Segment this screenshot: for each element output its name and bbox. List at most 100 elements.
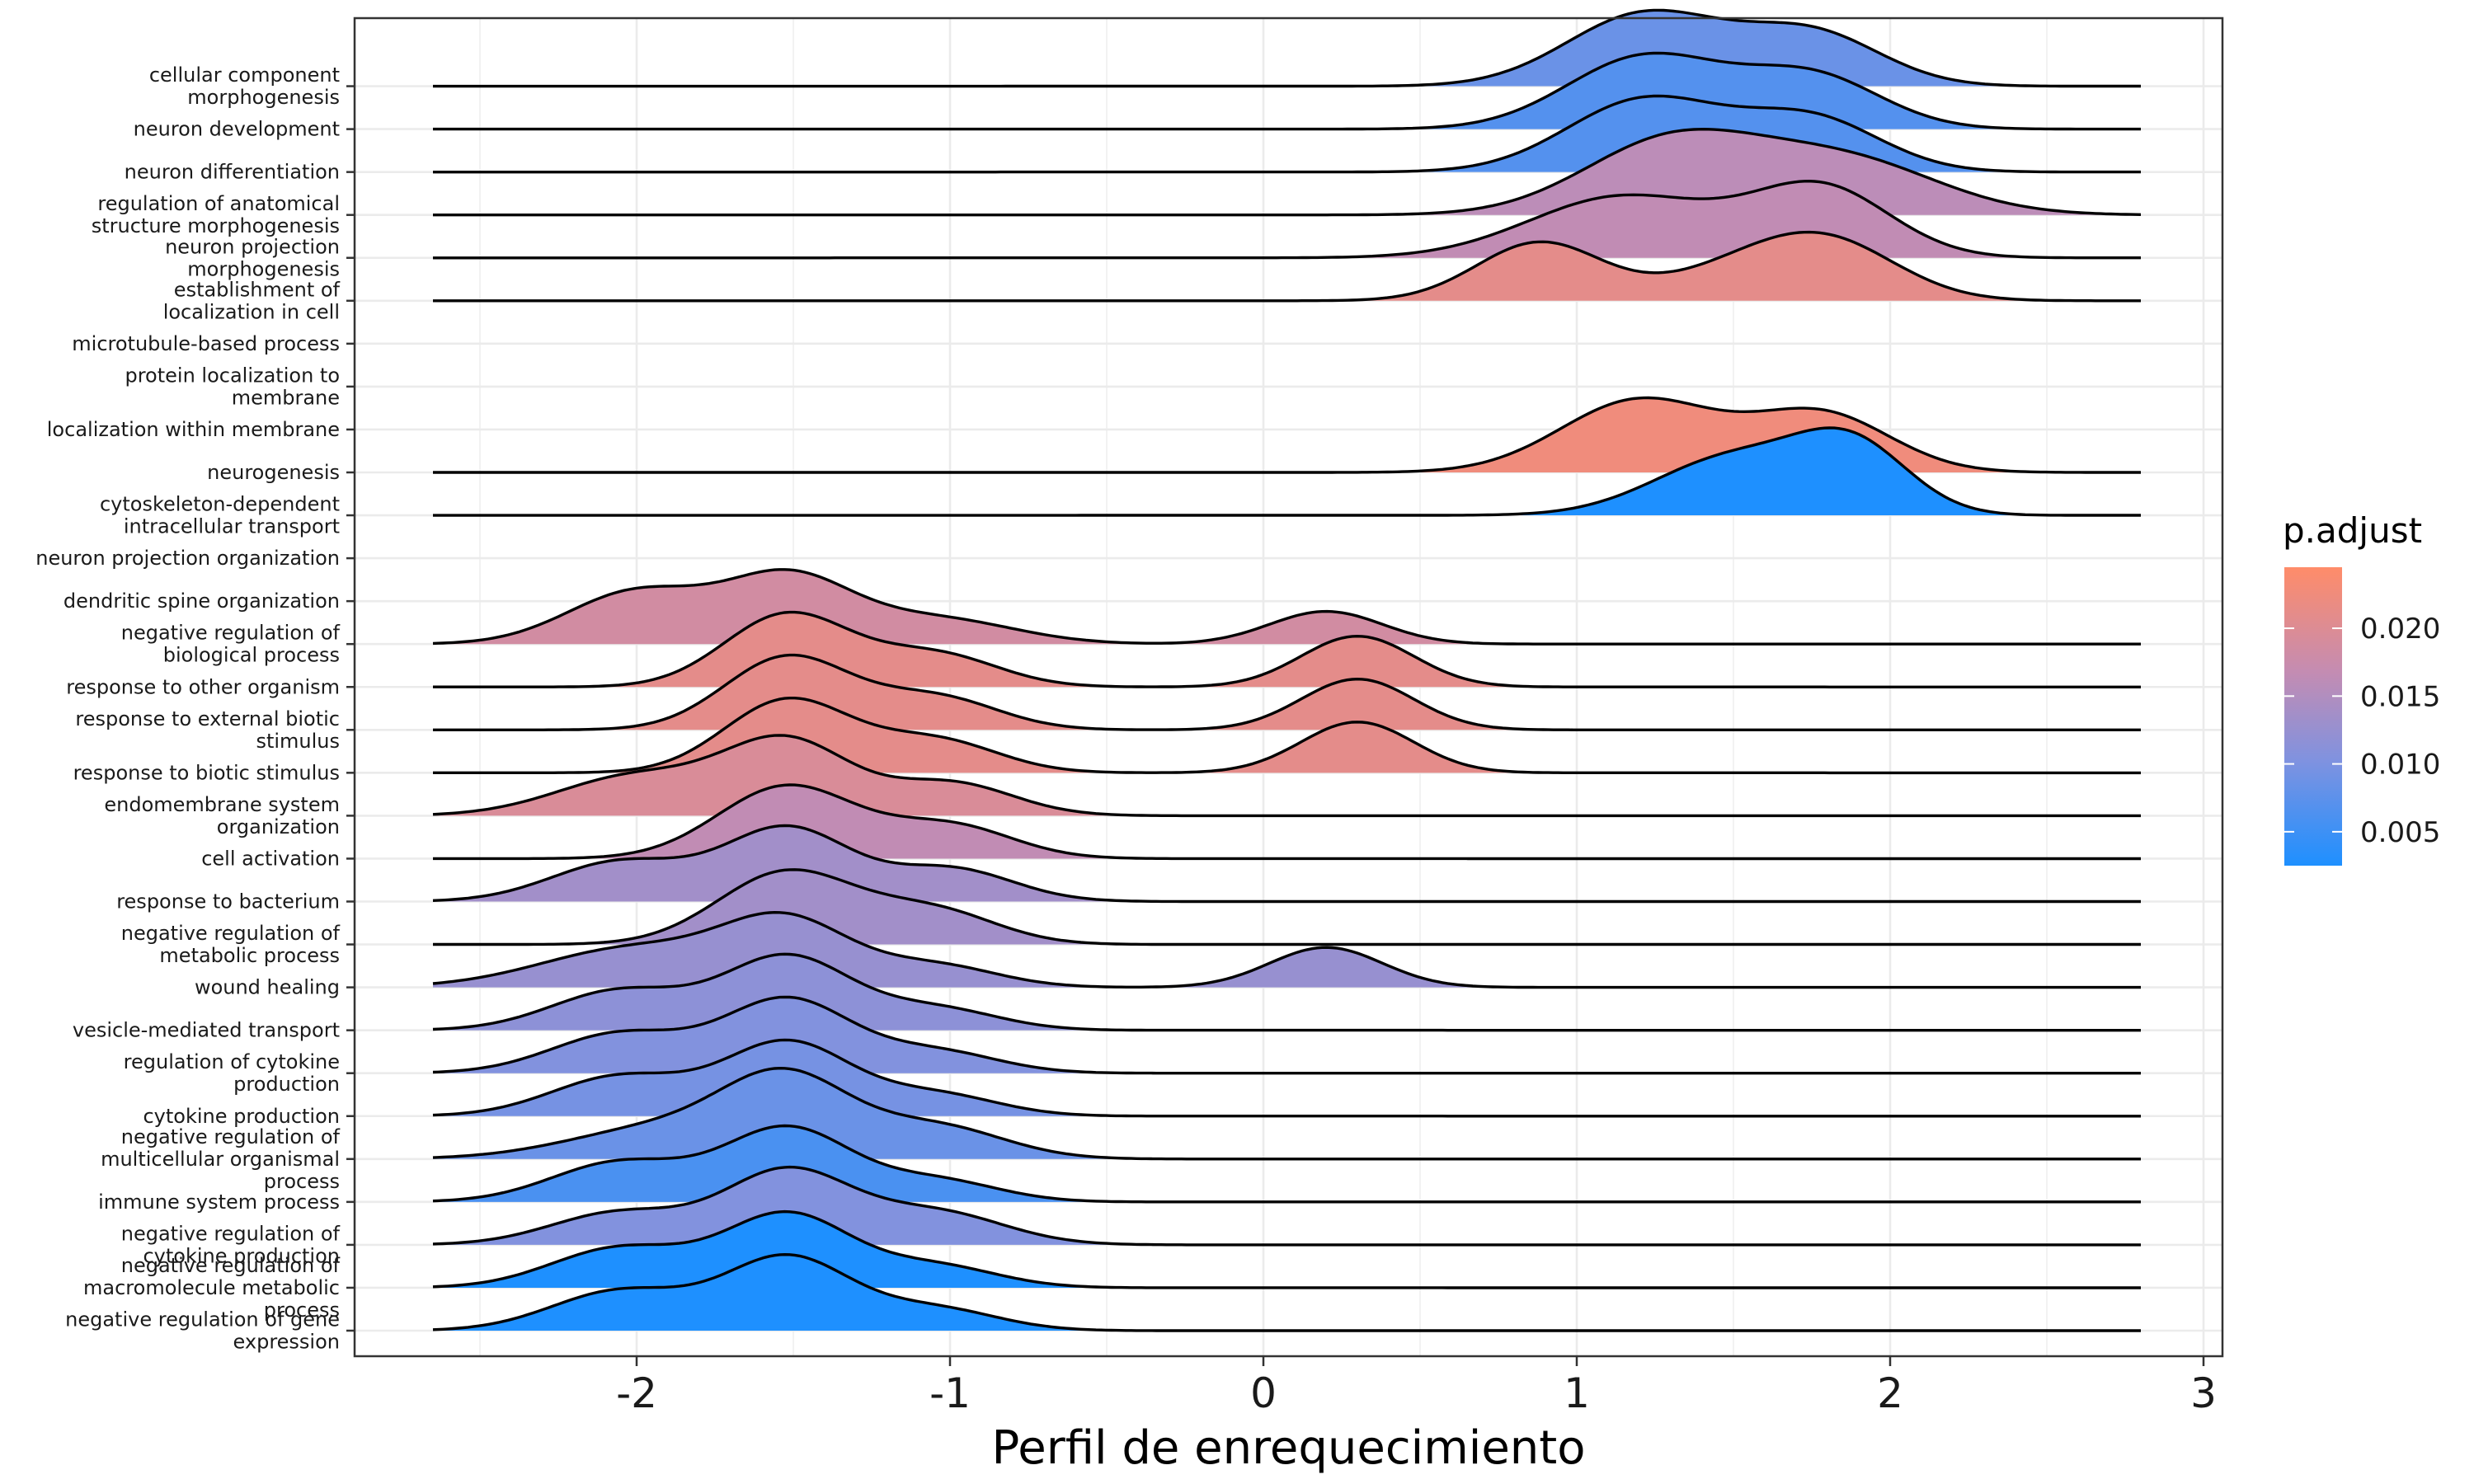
ridge-fill — [433, 697, 2141, 773]
y-axis-label: stimulus — [256, 730, 340, 753]
ridge-fill — [433, 129, 2141, 215]
ridge-outline — [433, 51, 2141, 131]
ridge-fill — [433, 1167, 2141, 1245]
y-axis-label: negative regulation of — [121, 1222, 341, 1245]
y-axis-label: regulation of anatomical — [97, 192, 340, 215]
ridge-fill — [433, 1254, 2141, 1331]
y-axis-label: response to bacterium — [116, 890, 340, 913]
y-axis-label: membrane — [232, 386, 340, 409]
legend-colorbar — [2284, 567, 2342, 866]
ridge-outline — [432, 910, 2141, 989]
ridge-outline — [432, 734, 2141, 818]
y-axis-label: vesicle-mediated transport — [73, 1019, 340, 1042]
ridge-outline — [433, 697, 2141, 775]
ridge-outline — [432, 952, 2141, 1032]
ridge-fill — [433, 954, 2141, 1031]
y-axis-label: microtubule-based process — [72, 332, 340, 355]
legend-tick-label: 0.020 — [2360, 613, 2440, 646]
y-axis-label: production — [233, 1073, 340, 1096]
legend-title: p.adjust — [2283, 510, 2422, 551]
legend: p.adjust 0.020 0.015 0.010 0.005 — [2283, 510, 2440, 866]
x-tick-label: 0 — [1250, 1369, 1277, 1417]
y-axis-label: localization within membrane — [47, 418, 340, 441]
ridge-fill — [433, 232, 2141, 301]
y-axis-label: response to other organism — [66, 675, 340, 698]
ridge-outline — [432, 1066, 2141, 1161]
y-axis-label: expression — [233, 1331, 340, 1354]
ridge-fill — [433, 569, 2141, 645]
ridge-fill — [433, 735, 2141, 816]
ridge-fill — [433, 10, 2141, 87]
y-axis-label: neuron differentiation — [125, 161, 340, 184]
ridge-outline — [433, 426, 2141, 517]
ridge-outline — [433, 179, 2141, 260]
y-axis-label: localization in cell — [163, 300, 340, 323]
y-axis-label: negative regulation of — [121, 1254, 341, 1277]
legend-tick-label: 0.015 — [2360, 680, 2440, 713]
ridge-outline — [432, 1165, 2141, 1247]
y-axis-label: neuron development — [134, 118, 340, 141]
y-axis-label: regulation of cytokine — [124, 1050, 340, 1073]
ridge-fill — [433, 1211, 2141, 1288]
ridge-fill — [433, 1068, 2141, 1159]
x-tick-label: 3 — [2190, 1369, 2217, 1417]
y-axis-label: metabolic process — [159, 944, 340, 967]
x-axis-title: Perfil de enrequecimiento — [992, 1421, 1586, 1475]
y-axis-label: morphogenesis — [187, 257, 340, 280]
ridge-fill — [433, 397, 2141, 472]
legend-ticks: 0.020 0.015 0.010 0.005 — [2284, 613, 2440, 849]
y-axis-label: process — [264, 1298, 340, 1322]
ridge-fill — [433, 181, 2141, 258]
y-axis-label: multicellular organismal — [101, 1148, 340, 1171]
y-axis-label: protein localization to — [125, 364, 340, 387]
legend-tick-label: 0.005 — [2360, 816, 2440, 849]
y-axis-label: process — [264, 1170, 340, 1193]
x-tick-label: 1 — [1564, 1369, 1590, 1417]
y-axis-label: negative regulation of — [121, 622, 341, 645]
ridge-outline — [433, 610, 2141, 688]
y-axis-label: wound healing — [195, 976, 340, 999]
y-axis-label: intracellular transport — [124, 515, 340, 538]
y-axis-label: morphogenesis — [187, 86, 340, 109]
y-axis-label: neuron projection — [165, 235, 340, 258]
ridge-fill — [433, 1040, 2141, 1116]
y-axis-label: dendritic spine organization — [63, 589, 340, 613]
y-axis-label: organization — [217, 815, 340, 838]
ridge-outline — [432, 1252, 2141, 1332]
y-axis-label: immune system process — [98, 1190, 340, 1214]
ridge-outline — [432, 1038, 2141, 1118]
ridge-outline — [432, 568, 2141, 646]
ridge-outline — [433, 8, 2141, 88]
ridges — [432, 8, 2142, 1332]
ridge-fill — [433, 428, 2141, 516]
x-tick-label: -2 — [616, 1369, 657, 1417]
ridge-outline — [433, 94, 2141, 174]
y-axis-label: structure morphogenesis — [92, 214, 340, 237]
ridge-outline — [433, 230, 2141, 303]
y-axis-label: endomembrane system — [104, 793, 340, 816]
y-axis-label: cellular component — [149, 63, 340, 87]
y-axis-label: response to biotic stimulus — [73, 761, 340, 784]
legend-tick-label: 0.010 — [2360, 749, 2440, 782]
ridge-outline — [432, 824, 2141, 904]
ridge-outline — [433, 127, 2142, 217]
ridge-fill — [433, 785, 2141, 859]
ridge-outline — [433, 868, 2141, 946]
ridge-fill — [433, 825, 2141, 902]
y-axis-label: negative regulation of gene — [65, 1308, 340, 1331]
y-axis-label: response to external biotic — [75, 707, 340, 730]
x-tick-label: -1 — [929, 1369, 971, 1417]
ridge-outline — [432, 1124, 2141, 1204]
y-axis-label: cytoskeleton-dependent — [100, 493, 340, 516]
y-axis-label: negative regulation of — [121, 922, 341, 945]
ridge-outline — [432, 995, 2141, 1075]
y-axis-label: negative regulation of — [121, 1125, 341, 1148]
ridge-fill — [433, 612, 2141, 688]
ridge-outline — [432, 1209, 2141, 1289]
ridge-fill — [433, 869, 2141, 945]
y-axis-label: neuron projection organization — [35, 547, 340, 570]
ridge-outline — [433, 653, 2141, 731]
x-axis-ticks: -2 -1 0 1 2 3 — [616, 1356, 2217, 1417]
y-axis-label: cell activation — [201, 847, 340, 870]
